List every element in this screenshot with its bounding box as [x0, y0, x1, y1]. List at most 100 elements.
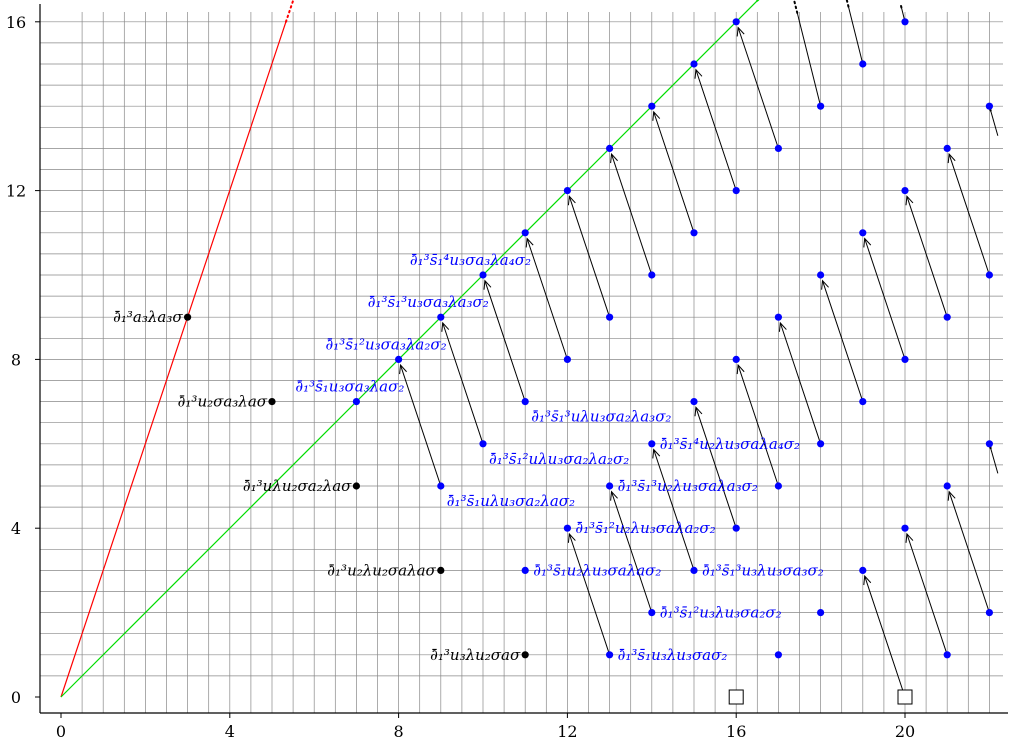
arrow-head: [863, 237, 872, 248]
differential-arrow: [864, 575, 906, 698]
arrow-head: [652, 448, 661, 459]
point-label: ∂̄₁³a₃λa₃σ: [113, 308, 183, 326]
differential-arrow: [653, 449, 695, 571]
black-dot: [268, 398, 276, 406]
blue-dot: [943, 482, 951, 490]
differential-arrow: [611, 153, 653, 276]
blue-dot: [352, 398, 360, 406]
blue-dot: [943, 313, 951, 321]
point-label: ∂̄₁³s̄₁³u₃σa₃λa₃σ₂: [368, 293, 489, 311]
blue-dot: [774, 651, 783, 659]
blue-dot: [606, 651, 614, 659]
y-tick-label: 4: [11, 519, 21, 538]
differential-arrow: [695, 69, 737, 191]
blue-dot: [901, 524, 909, 532]
point-label: ∂̄₁³s̄₁u₂λu₃σaλaσ₂: [533, 561, 661, 579]
green-line: [60, 0, 758, 698]
arrow-head: [567, 195, 576, 206]
y-tick-label: 12: [6, 182, 26, 201]
x-tick-label: 20: [895, 722, 915, 741]
blue-dot: [985, 609, 994, 617]
arrow-head: [610, 152, 618, 164]
point-labels: ∂̄₁³a₃λa₃σ ∂̄₁³u₂σa₃λaσ ∂̄₁³uλu₂σa₂λaσ ∂̄₁³…: [113, 251, 824, 664]
blue-dot: [859, 60, 867, 68]
blue-dot: [732, 524, 740, 532]
differential-arrow: [779, 322, 822, 444]
differential-arrow: [695, 407, 737, 529]
differential-arrow: [948, 153, 990, 276]
blue-dot: [521, 229, 529, 237]
arrow-head: [736, 363, 745, 375]
differential-arrow: [484, 280, 526, 402]
arrow-head: [778, 321, 787, 332]
blue-dot: [606, 144, 614, 152]
point-label: ∂̄₁³s̄₁u₃σa₃λaσ₂: [295, 378, 404, 396]
arrow-head: [947, 490, 956, 501]
y-tick-label: 8: [11, 350, 21, 369]
tick-labels: 0 4 8 12 16 20 0 4 8 12 16: [6, 13, 915, 741]
blue-dot: [985, 271, 994, 279]
differential-arrow: [611, 491, 653, 613]
blue-dot: [690, 398, 698, 406]
green-line-continuation: [756, 0, 760, 2]
differential-arrow: [737, 27, 779, 149]
blue-dot: [943, 651, 951, 659]
blue-dot: [690, 229, 698, 237]
blue-dot: [859, 566, 867, 575]
arrow-head: [863, 574, 872, 586]
blue-dot: [774, 144, 783, 152]
arrow-head: [525, 237, 534, 248]
black-dot: [352, 482, 360, 490]
arrow-head: [610, 490, 618, 501]
blue-dot: [690, 566, 698, 575]
blue-dot: [985, 440, 994, 448]
data-points: [184, 18, 994, 659]
point-label: ∂̄₁³s̄₁³u₃λu₃σa₃σ₂: [702, 561, 824, 579]
point-label: ∂̄₁³s̄₁²u₃σa₃λa₂σ₂: [326, 335, 447, 353]
differential-arrow: [906, 196, 948, 318]
square-marker: [897, 689, 913, 705]
arrow-head: [441, 321, 450, 332]
continuing-arrow: [990, 110, 999, 136]
point-label: ∂̄₁³s̄₁u₃λu₃σaσ₂: [618, 646, 728, 664]
blue-dot: [563, 187, 572, 195]
blue-dot: [437, 482, 445, 490]
differential-arrow: [737, 364, 779, 487]
blue-dot: [817, 271, 825, 279]
arrow-head: [567, 532, 576, 543]
point-label: ∂̄₁³u₂σa₃λaσ: [178, 393, 268, 411]
blue-dot: [521, 398, 529, 406]
point-label: ∂̄₁³s̄₁²uλu₃σa₂λa₂σ₂: [489, 450, 629, 468]
point-label: ∂̄₁³s̄₁uλu₃σa₂λaσ₂: [447, 492, 575, 510]
arrow-head: [694, 406, 703, 417]
arrow-head: [736, 26, 745, 37]
blue-dot: [395, 355, 403, 363]
x-tick-label: 0: [56, 722, 66, 741]
blue-dot: [606, 482, 614, 490]
blue-dot: [943, 144, 951, 152]
differential-arrows: [399, 0, 999, 698]
point-label: ∂̄₁³s̄₁²u₃λu₃σa₂σ₂: [660, 604, 782, 622]
x-tick-label: 4: [225, 722, 235, 741]
point-label: ∂̄₁³s̄₁⁴u₃σa₃λa₄σ₂: [410, 251, 531, 269]
point-label: ∂̄₁³u₃λu₂σaσ: [430, 646, 521, 664]
blue-dot: [901, 18, 909, 26]
differential-arrow: [568, 196, 611, 318]
continuing-arrow-dots: [845, 0, 850, 8]
red-line-continuation: [284, 0, 295, 23]
blue-dot: [859, 229, 867, 237]
x-tick-label: 16: [726, 722, 746, 741]
point-label: ∂̄₁³s̄₁²u₂λu₃σaλa₂σ₂: [575, 519, 715, 537]
continuing-arrow: [796, 12, 822, 107]
differential-arrow: [822, 280, 864, 402]
differential-arrow: [526, 238, 568, 360]
differential-arrow: [400, 364, 442, 487]
blue-dot: [732, 18, 740, 26]
arrow-head: [905, 532, 914, 543]
arrow-head: [399, 363, 407, 375]
square-marker: [728, 689, 744, 705]
point-label: ∂̄₁³s̄₁³uλu₃σa₂λa₃σ₂: [531, 408, 671, 426]
y-tick-label: 16: [6, 13, 26, 32]
blue-dot: [817, 102, 825, 110]
arrow-head: [905, 195, 914, 206]
